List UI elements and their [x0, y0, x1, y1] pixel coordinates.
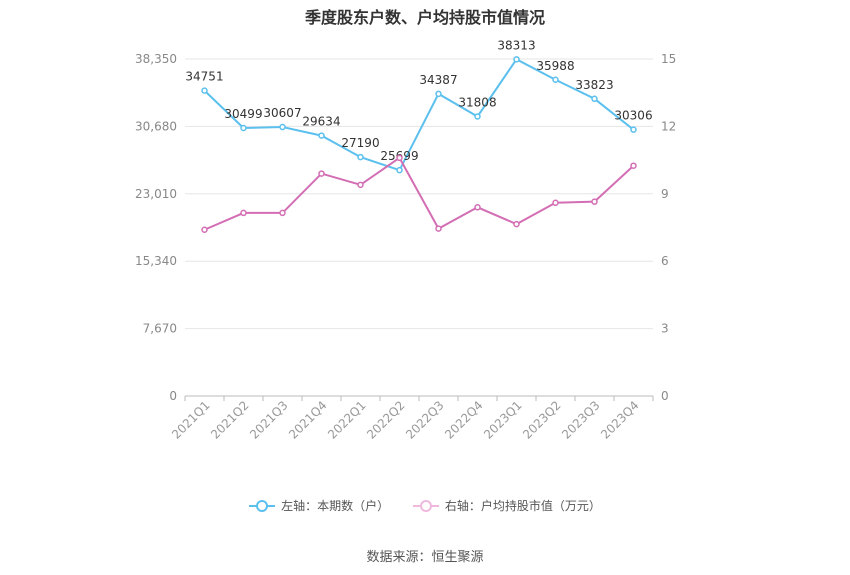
- right-axis-tick-label: 9: [661, 187, 669, 201]
- x-axis-tick-label: 2021Q4: [286, 398, 330, 442]
- right-axis-tick-label: 3: [661, 322, 669, 336]
- households-data-label: 35988: [536, 59, 574, 73]
- x-axis-tick-label: 2022Q2: [364, 398, 408, 442]
- left-axis-tick-label: 38,350: [135, 52, 177, 66]
- left-axis-tick-label: 30,680: [135, 119, 177, 133]
- households-data-point: [396, 166, 403, 174]
- avg-value-data-point: [552, 199, 559, 207]
- legend-label-households: 左轴：本期数（户）: [281, 499, 390, 513]
- avg-value-data-point: [513, 220, 520, 228]
- x-axis-tick-label: 2021Q2: [208, 398, 252, 442]
- households-data-label: 30607: [263, 106, 301, 120]
- avg-value-data-point: [396, 154, 403, 162]
- legend-label-avg-value: 右轴：户均持股市值（万元）: [444, 499, 601, 513]
- x-axis-tick-label: 2021Q1: [169, 398, 213, 442]
- avg-value-data-point: [279, 209, 286, 217]
- avg-value-data-point: [591, 198, 598, 205]
- data-source: 数据来源：恒生聚源: [366, 550, 484, 565]
- x-axis-tick-label: 2023Q2: [520, 398, 564, 442]
- households-data-label: 34387: [419, 73, 457, 87]
- households-data-point: [435, 90, 442, 98]
- x-axis-tick-label: 2023Q4: [598, 398, 642, 442]
- legend: 左轴：本期数（户） 右轴：户均持股市值（万元）: [0, 497, 850, 515]
- avg-value-data-point: [435, 225, 442, 232]
- avg-value-data-point: [630, 162, 637, 169]
- households-data-point: [279, 123, 286, 131]
- right-axis-tick-label: 6: [661, 254, 669, 268]
- left-axis-tick-label: 0: [169, 389, 177, 403]
- chart-title: 季度股东户数、户均持股市值情况: [304, 8, 545, 27]
- right-axis-tick-label: 12: [661, 119, 676, 133]
- households-data-label: 27190: [341, 136, 379, 150]
- households-data-label: 31808: [458, 95, 496, 109]
- right-axis-tick-label: 0: [661, 389, 669, 403]
- avg-value-data-point: [357, 181, 364, 189]
- avg-value-data-point: [318, 170, 325, 177]
- left-axis-tick-label: 7,670: [143, 322, 177, 336]
- households-data-point: [240, 124, 247, 132]
- households-data-label: 34751: [185, 70, 223, 84]
- left-axis-tick-label: 15,340: [135, 254, 177, 268]
- households-data-point: [552, 76, 559, 84]
- legend-item-avg-value[interactable]: 右轴：户均持股市值（万元）: [412, 497, 601, 514]
- households-data-label: 29634: [302, 115, 340, 129]
- households-data-point: [630, 126, 637, 133]
- right-axis-tick-label: 15: [661, 52, 676, 66]
- households-data-point: [318, 132, 325, 139]
- households-data-point: [474, 113, 481, 120]
- households-data-point: [357, 153, 364, 161]
- x-axis-tick-label: 2021Q3: [247, 398, 291, 442]
- x-axis-tick-label: 2022Q4: [442, 398, 486, 442]
- left-axis-tick-label: 23,010: [135, 187, 177, 201]
- households-data-point: [201, 87, 208, 94]
- legend-item-households[interactable]: 左轴：本期数（户）: [249, 497, 389, 514]
- households-data-point: [513, 56, 520, 63]
- households-data-label: 30499: [224, 107, 262, 121]
- households-data-label: 38313: [497, 38, 535, 52]
- avg-value-data-point: [201, 226, 208, 233]
- x-axis-tick-label: 2022Q3: [403, 398, 447, 442]
- x-axis-tick-label: 2023Q3: [559, 398, 603, 442]
- legend-swatch-households: [249, 499, 276, 512]
- legend-swatch-avg-value: [412, 499, 439, 512]
- households-data-label: 33823: [575, 78, 613, 92]
- avg-value-series-line: [204, 156, 635, 231]
- avg-value-data-point: [240, 209, 247, 217]
- households-series-line: [203, 58, 635, 172]
- households-data-point: [591, 95, 598, 103]
- x-axis-tick-label: 2023Q1: [481, 398, 525, 442]
- x-axis-tick-label: 2022Q1: [325, 398, 369, 442]
- households-data-label: 30306: [614, 109, 652, 123]
- avg-value-data-point: [474, 204, 481, 211]
